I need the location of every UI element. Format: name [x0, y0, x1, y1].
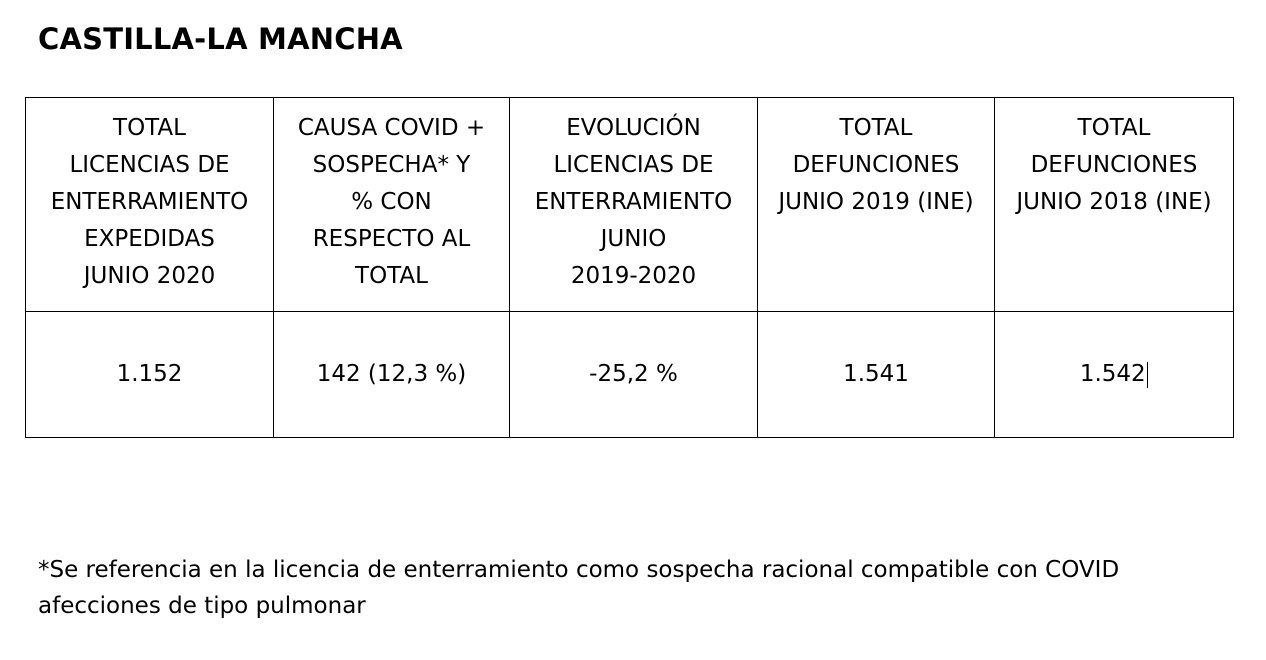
value-text: 142 (12,3 %): [316, 361, 467, 387]
header-cell-total-licencias: TOTAL LICENCIAS DE ENTERRAMIENTO EXPEDID…: [25, 97, 274, 312]
value-cell-defunciones-2019: 1.541: [757, 311, 995, 438]
header-cell-evolucion: EVOLUCIÓN LICENCIAS DE ENTERRAMIENTO JUN…: [509, 97, 758, 312]
data-table: TOTAL LICENCIAS DE ENTERRAMIENTO EXPEDID…: [25, 97, 1234, 438]
value-text: -25,2 %: [589, 361, 678, 387]
header-cell-defunciones-2019: TOTAL DEFUNCIONES JUNIO 2019 (INE): [757, 97, 995, 312]
header-cell-causa-covid: CAUSA COVID + SOSPECHA* Y % CON RESPECTO…: [273, 97, 510, 312]
header-label: CAUSA COVID + SOSPECHA* Y % CON RESPECTO…: [297, 115, 486, 289]
value-row: 1.152 142 (12,3 %) -25,2 % 1.541 1.542: [25, 311, 1234, 438]
value-text: 1.542: [1079, 361, 1146, 387]
value-text: 1.541: [843, 361, 909, 387]
header-label: EVOLUCIÓN LICENCIAS DE ENTERRAMIENTO JUN…: [534, 115, 733, 289]
value-cell-total-licencias: 1.152: [25, 311, 274, 438]
page-title: CASTILLA-LA MANCHA: [38, 22, 403, 56]
value-cell-evolucion: -25,2 %: [509, 311, 758, 438]
header-cell-defunciones-2018: TOTAL DEFUNCIONES JUNIO 2018 (INE): [994, 97, 1234, 312]
header-label: TOTAL LICENCIAS DE ENTERRAMIENTO EXPEDID…: [50, 115, 249, 289]
header-label: TOTAL DEFUNCIONES JUNIO 2018 (INE): [1016, 115, 1212, 215]
header-row: TOTAL LICENCIAS DE ENTERRAMIENTO EXPEDID…: [25, 97, 1234, 312]
value-cell-defunciones-2018[interactable]: 1.542: [994, 311, 1234, 438]
header-label: TOTAL DEFUNCIONES JUNIO 2019 (INE): [778, 115, 974, 215]
text-cursor: [1146, 361, 1149, 388]
value-text: 1.152: [116, 361, 183, 387]
value-cell-causa-covid: 142 (12,3 %): [273, 311, 510, 438]
footnote: *Se referencia en la licencia de enterra…: [38, 557, 1120, 619]
